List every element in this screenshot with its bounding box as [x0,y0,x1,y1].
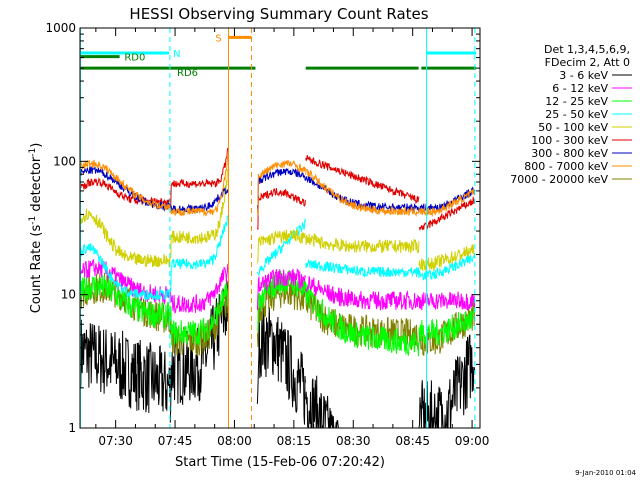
series-line-0-seg-0 [80,319,171,414]
chart-title: HESSI Observing Summary Count Rates [129,5,428,23]
series-line-0-seg-4 [418,334,476,428]
y-axis-label: Count Rate (s-1 detector-1) [28,143,44,314]
series-line-1-seg-3 [305,276,420,312]
x-tick-label-0: 07:30 [98,434,133,448]
series-line-4-seg-3 [305,233,420,255]
series-line-7-seg-4 [418,188,476,217]
series-line-2-seg-2 [256,269,306,332]
series-line-4-seg-2 [256,229,306,264]
series-line-3-seg-4 [418,253,476,281]
x-axis-label: Start Time (15-Feb-06 07:20:42) [175,455,385,470]
series-line-2-seg-3 [305,281,420,357]
y-axis-ticks: 1 10 100 1000 [45,21,480,435]
legend: Det 1,3,4,5,6,9,FDecim 2, Att 03 - 6 keV… [510,43,632,186]
series-line-4-seg-4 [418,244,476,272]
y-tick-label-2: 100 [53,154,76,168]
series-line-3-seg-1 [169,215,229,292]
series-line-5-seg-4 [418,195,475,231]
y-tick-label-1: 10 [61,288,76,302]
series-line-5-seg-2 [256,187,306,230]
legend-label-8: 7000 - 20000 keV [510,173,608,186]
x-tick-label-4: 08:30 [336,434,371,448]
series-line-5-seg-0 [80,176,171,207]
series-line-1-seg-2 [256,267,306,311]
legend-label-4: 50 - 100 keV [538,121,608,134]
legend-label-6: 300 - 800 keV [531,147,608,160]
series-line-2-seg-4 [418,307,476,347]
plot-area: N S RD0 RD6 [79,28,477,428]
x-tick-label-2: 08:00 [217,434,252,448]
series-line-5-seg-3 [305,154,420,204]
x-tick-label-5: 08:45 [395,434,430,448]
series-group [80,147,476,428]
series-line-1-seg-0 [80,258,171,306]
flag-label-s: S [215,33,221,44]
legend-header-1: FDecim 2, Att 0 [545,56,630,69]
series-line-4-seg-1 [169,168,229,259]
timestamp: 9-Jan-2010 01:04 [575,469,636,477]
series-line-3-seg-0 [80,243,171,302]
series-line-2-seg-0 [80,274,171,329]
legend-label-5: 100 - 300 keV [531,134,608,147]
y-tick-label-0: 1 [68,421,76,435]
series-line-7-seg-3 [305,168,420,218]
legend-label-1: 6 - 12 keV [552,82,608,95]
legend-label-7: 800 - 7000 keV [524,160,608,173]
series-line-4-seg-0 [80,208,171,268]
legend-label-2: 12 - 25 keV [545,95,608,108]
series-line-2-seg-1 [169,282,229,346]
x-tick-label-3: 08:15 [277,434,312,448]
flag-label-rd0: RD0 [124,53,145,64]
series-line-6-seg-1 [169,187,229,215]
series-line-1-seg-4 [418,291,476,312]
series-line-0-seg-2 [256,306,306,425]
series-line-7-seg-0 [80,159,171,211]
x-axis-ticks: 07:30 07:45 08:00 08:15 08:30 08:45 09:00 [95,28,490,448]
series-line-1-seg-1 [169,263,229,314]
y-tick-label-3: 1000 [45,21,76,35]
series-line-3-seg-2 [256,218,306,278]
legend-label-0: 3 - 6 keV [559,69,608,82]
legend-label-3: 25 - 50 keV [545,108,608,121]
x-tick-label-6: 09:00 [455,434,490,448]
flag-label-rd6: RD6 [177,68,198,79]
plot-frame [79,27,481,429]
series-line-0-seg-3 [305,375,419,428]
series-line-5-seg-1 [169,147,229,207]
series-line-3-seg-3 [305,258,420,278]
series-line-8-seg-2 [256,278,306,347]
flag-label-n: N [173,49,180,60]
legend-header-0: Det 1,3,4,5,6,9, [544,43,630,56]
series-line-7-seg-1 [169,155,229,217]
x-tick-label-1: 07:45 [158,434,193,448]
series-line-6-seg-2 [256,167,306,212]
series-line-7-seg-2 [256,159,306,216]
